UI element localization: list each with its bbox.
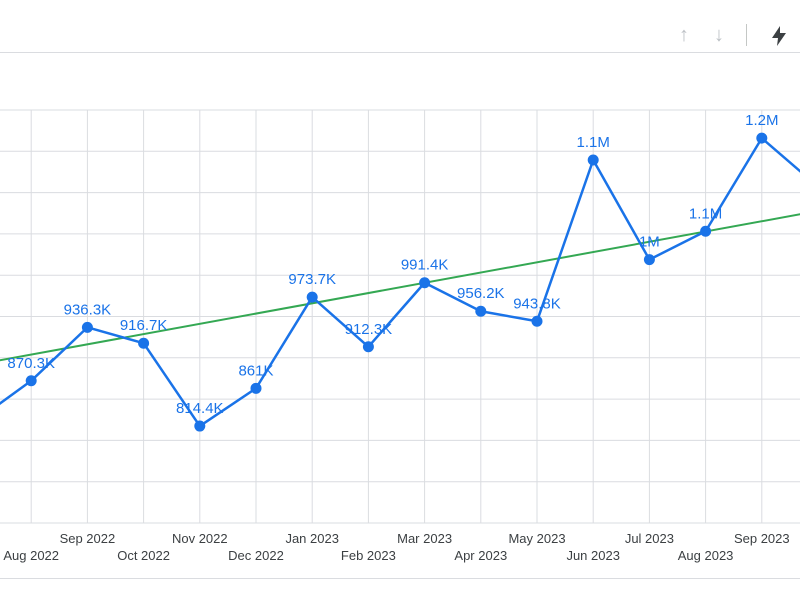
x-axis-label: Jan 2023 bbox=[285, 531, 339, 546]
data-label: 973.7K bbox=[288, 271, 336, 288]
data-label: 1M bbox=[639, 234, 660, 251]
x-axis-label: Feb 2023 bbox=[341, 548, 396, 563]
data-point bbox=[81, 321, 93, 333]
trendline bbox=[0, 213, 800, 362]
data-label: 814.4K bbox=[176, 400, 224, 417]
data-point bbox=[475, 305, 487, 317]
x-axis-label: Aug 2022 bbox=[3, 548, 59, 563]
x-axis-label: Nov 2022 bbox=[172, 531, 228, 546]
x-axis-label: Mar 2023 bbox=[397, 531, 452, 546]
x-axis-label: May 2023 bbox=[508, 531, 565, 546]
arrow-up-icon[interactable]: ↑ bbox=[679, 24, 689, 46]
x-axis-label: Oct 2022 bbox=[117, 548, 170, 563]
x-axis-label: Apr 2023 bbox=[454, 548, 507, 563]
data-point bbox=[250, 382, 262, 394]
x-axis-label: Jul 2023 bbox=[625, 531, 674, 546]
data-point bbox=[531, 315, 543, 327]
data-label: 861K bbox=[238, 362, 273, 379]
data-label: 870.3K bbox=[7, 355, 55, 372]
x-axis-label: Jun 2023 bbox=[566, 548, 620, 563]
data-label: 936.3K bbox=[64, 301, 112, 318]
data-label: 1.1M bbox=[689, 205, 722, 222]
data-label: 1.2M bbox=[745, 112, 778, 129]
series-line bbox=[0, 136, 800, 428]
data-point bbox=[194, 420, 206, 432]
data-label: 956.2K bbox=[457, 285, 505, 302]
chart-toolbar: ↑ ↓ bbox=[0, 0, 800, 53]
data-label: 916.7K bbox=[120, 317, 168, 334]
x-axis-label: Sep 2023 bbox=[734, 531, 790, 546]
data-label: 943.8K bbox=[513, 295, 561, 312]
data-point bbox=[700, 225, 712, 237]
x-axis-label: Sep 2022 bbox=[60, 531, 116, 546]
data-point bbox=[756, 132, 768, 144]
data-point bbox=[587, 154, 599, 166]
data-point bbox=[138, 337, 150, 349]
data-label: 1.1M bbox=[577, 134, 610, 151]
data-point bbox=[306, 291, 318, 303]
chart-bottom-border bbox=[0, 578, 800, 579]
data-point bbox=[25, 375, 37, 387]
arrow-down-icon[interactable]: ↓ bbox=[714, 24, 724, 46]
data-point bbox=[643, 254, 655, 266]
x-axis-label: Dec 2022 bbox=[228, 548, 284, 563]
toolbar-divider bbox=[746, 24, 747, 46]
data-point bbox=[362, 341, 374, 353]
data-label: 991.4K bbox=[401, 257, 449, 274]
data-point bbox=[419, 277, 431, 289]
data-label: 912.3K bbox=[345, 321, 393, 338]
x-axis-label: Aug 2023 bbox=[678, 548, 734, 563]
lightning-bolt-icon[interactable] bbox=[767, 24, 791, 48]
chart-area: Aug 2022 Sep 2022 Oct 2022 Nov 2022 Dec 2022… bbox=[0, 53, 800, 600]
